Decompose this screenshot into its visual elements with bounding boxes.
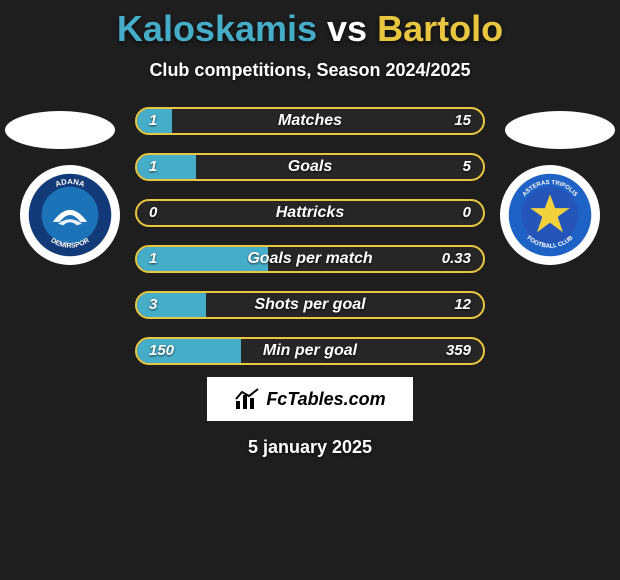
title-sep: vs <box>317 8 377 49</box>
stat-bar: 0 0Hattricks <box>135 199 485 227</box>
stat-bar-fill-left <box>137 155 196 179</box>
stat-bar-fill-left <box>137 293 206 317</box>
stat-bar: 15Goals <box>135 153 485 181</box>
subtitle: Club competitions, Season 2024/2025 <box>0 60 620 81</box>
stat-value-left: 1 <box>149 247 157 271</box>
date-label: 5 january 2025 <box>0 437 620 458</box>
crest-right-svg: ASTERAS TRIPOLIS FOOTBALL CLUB <box>507 172 593 258</box>
stat-value-right: 12 <box>454 293 471 317</box>
branding-badge: FcTables.com <box>207 377 413 421</box>
title-right: Bartolo <box>377 8 503 49</box>
stat-value-right: 0.33 <box>442 247 471 271</box>
stat-value-left: 1 <box>149 109 157 133</box>
stat-bars: 115Matches15Goals00Hattricks10.33Goals p… <box>135 107 485 383</box>
stat-value-left: 0 <box>149 201 157 225</box>
comparison-stage: ADANA DEMİRSPOR ASTERAS TRIPOLIS FOOTBAL… <box>0 107 620 367</box>
player-avatar-right <box>505 111 615 149</box>
chart-icon <box>234 386 262 412</box>
stat-bar: 150359Min per goal <box>135 337 485 365</box>
club-crest-left: ADANA DEMİRSPOR <box>20 165 120 265</box>
stat-bar: 1 15Matches <box>135 107 485 135</box>
page-title: Kaloskamis vs Bartolo <box>0 0 620 50</box>
stat-bar: 10.33Goals per match <box>135 245 485 273</box>
stat-value-left: 150 <box>149 339 174 363</box>
stat-value-left: 1 <box>149 155 157 179</box>
stat-value-right: 0 <box>463 201 471 225</box>
branding-text: FcTables.com <box>266 389 385 410</box>
crest-left-svg: ADANA DEMİRSPOR <box>27 172 113 258</box>
stat-value-right: 359 <box>446 339 471 363</box>
title-left: Kaloskamis <box>117 8 317 49</box>
stat-value-right: 15 <box>454 109 471 133</box>
stat-label: Matches <box>137 109 483 133</box>
club-crest-right: ASTERAS TRIPOLIS FOOTBALL CLUB <box>500 165 600 265</box>
player-avatar-left <box>5 111 115 149</box>
stat-value-left: 3 <box>149 293 157 317</box>
stat-value-right: 5 <box>463 155 471 179</box>
stat-label: Hattricks <box>137 201 483 225</box>
stat-bar: 312Shots per goal <box>135 291 485 319</box>
